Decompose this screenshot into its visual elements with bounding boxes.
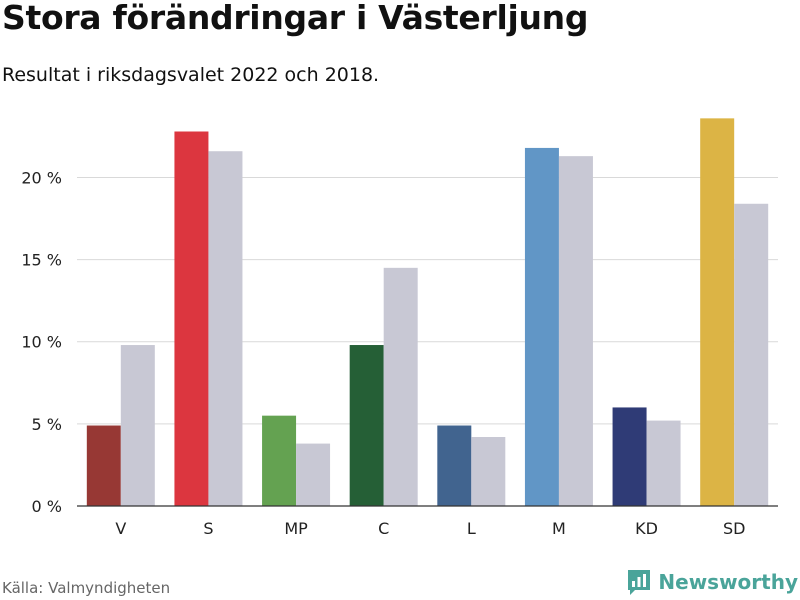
bar xyxy=(349,345,384,506)
y-tick-label: 5 % xyxy=(32,415,62,434)
x-tick-label: KD xyxy=(635,519,658,538)
y-tick-label: 20 % xyxy=(21,168,62,187)
page-subtitle: Resultat i riksdagsvalet 2022 och 2018. xyxy=(2,64,380,86)
newsworthy-bar-chart-icon xyxy=(628,570,651,595)
x-tick-label: V xyxy=(115,519,126,538)
bar xyxy=(558,156,593,506)
x-tick-label: MP xyxy=(284,519,308,538)
x-tick-label: M xyxy=(552,519,566,538)
bar xyxy=(262,415,297,506)
y-tick-label: 15 % xyxy=(21,251,62,270)
x-tick-label: C xyxy=(378,519,389,538)
bar xyxy=(646,420,681,506)
bar xyxy=(734,203,769,507)
bar xyxy=(208,151,243,507)
brand-logo: Newsworthy xyxy=(626,568,798,596)
bar xyxy=(700,118,735,506)
bar xyxy=(86,425,121,506)
bar xyxy=(174,131,209,507)
bar xyxy=(524,147,559,506)
bar xyxy=(471,437,506,506)
x-tick-label: S xyxy=(203,519,213,538)
x-tick-label: L xyxy=(467,519,476,538)
page-title: Stora förändringar i Västerljung xyxy=(2,0,589,37)
bar xyxy=(296,443,331,506)
brand-name: Newsworthy xyxy=(658,570,798,594)
bar xyxy=(612,407,647,506)
y-tick-label: 0 % xyxy=(32,497,62,516)
source-note: Källa: Valmyndigheten xyxy=(2,579,171,597)
bar xyxy=(437,425,472,506)
y-tick-label: 10 % xyxy=(21,333,62,352)
bar xyxy=(120,345,155,506)
bar xyxy=(383,267,418,506)
x-tick-label: SD xyxy=(723,519,745,538)
